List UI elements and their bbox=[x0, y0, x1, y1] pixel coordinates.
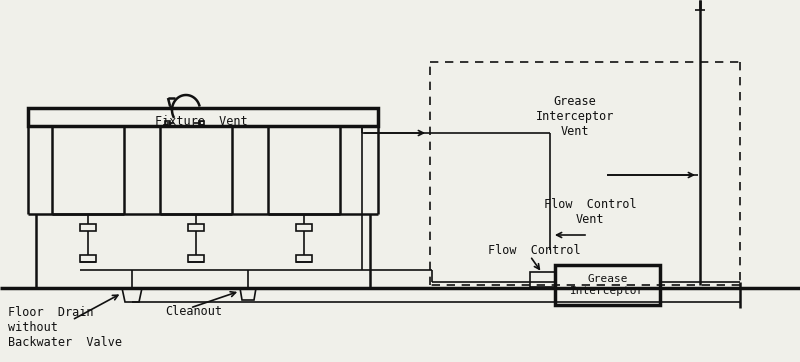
Bar bbox=[296, 255, 312, 262]
Text: Fixture  Vent: Fixture Vent bbox=[155, 115, 248, 128]
Bar bbox=[555, 265, 660, 305]
Text: Flow  Control: Flow Control bbox=[488, 244, 581, 257]
Bar bbox=[80, 224, 96, 231]
Bar bbox=[296, 224, 312, 231]
Bar bbox=[199, 121, 204, 125]
Text: Floor  Drain
without
Backwater  Valve: Floor Drain without Backwater Valve bbox=[8, 306, 122, 349]
Bar bbox=[80, 255, 96, 262]
Text: Grease
Interceptor: Grease Interceptor bbox=[570, 274, 645, 296]
Bar bbox=[188, 255, 204, 262]
Bar bbox=[28, 108, 378, 126]
Polygon shape bbox=[122, 288, 142, 302]
Text: Flow  Control
Vent: Flow Control Vent bbox=[544, 198, 636, 226]
Bar bbox=[530, 272, 555, 287]
Text: Cleanout: Cleanout bbox=[165, 305, 222, 318]
Polygon shape bbox=[240, 288, 256, 300]
Text: Grease
Interceptor
Vent: Grease Interceptor Vent bbox=[536, 95, 614, 138]
Bar bbox=[165, 121, 170, 125]
Bar bbox=[188, 224, 204, 231]
